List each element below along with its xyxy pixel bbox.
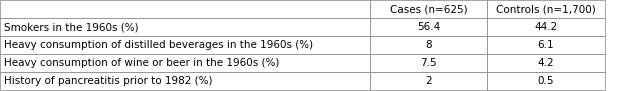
Bar [370,0,487,18]
Text: 4.2: 4.2 [537,58,554,68]
Bar [370,36,487,54]
Bar [0,0,370,18]
Text: 56.4: 56.4 [417,22,440,32]
Bar [487,18,605,36]
Text: 6.1: 6.1 [537,40,554,50]
Bar [0,18,370,36]
Bar [487,36,605,54]
Bar [0,54,370,72]
Text: 2: 2 [425,76,432,86]
Text: 0.5: 0.5 [538,76,554,86]
Bar [487,54,605,72]
Bar [370,18,487,36]
Bar [0,72,370,90]
Text: Controls (n=1,700): Controls (n=1,700) [496,4,596,14]
Text: Heavy consumption of wine or beer in the 1960s (%): Heavy consumption of wine or beer in the… [4,58,280,68]
Text: Heavy consumption of distilled beverages in the 1960s (%): Heavy consumption of distilled beverages… [4,40,313,50]
Text: Smokers in the 1960s (%): Smokers in the 1960s (%) [4,22,139,32]
Bar [487,0,605,18]
Bar [370,72,487,90]
Text: 44.2: 44.2 [534,22,558,32]
Text: 7.5: 7.5 [420,58,437,68]
Text: Cases (n=625): Cases (n=625) [390,4,467,14]
Text: 8: 8 [425,40,432,50]
Bar [0,36,370,54]
Bar [487,72,605,90]
Text: History of pancreatitis prior to 1982 (%): History of pancreatitis prior to 1982 (%… [4,76,212,86]
Bar [370,54,487,72]
